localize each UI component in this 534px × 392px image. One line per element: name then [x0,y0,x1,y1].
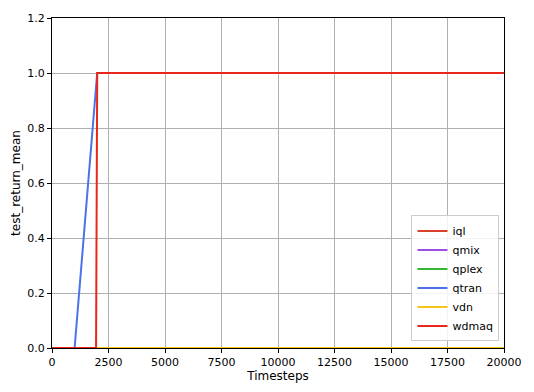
svg-text:vdn: vdn [452,301,472,314]
svg-text:0.6: 0.6 [27,177,45,190]
svg-text:7500: 7500 [208,356,236,369]
svg-text:Timesteps: Timesteps [246,369,309,383]
svg-text:qmix: qmix [452,244,480,257]
svg-text:test_return_mean: test_return_mean [9,130,23,236]
svg-text:qtran: qtran [452,282,482,295]
svg-text:20000: 20000 [487,356,522,369]
svg-text:0.8: 0.8 [27,122,45,135]
svg-text:0.0: 0.0 [27,342,45,355]
svg-text:iql: iql [452,225,465,238]
svg-text:12500: 12500 [317,356,352,369]
svg-text:1.2: 1.2 [27,12,45,25]
svg-text:0.2: 0.2 [27,287,45,300]
svg-text:wdmaq: wdmaq [452,320,492,333]
svg-text:0: 0 [49,356,56,369]
svg-text:5000: 5000 [151,356,179,369]
svg-text:10000: 10000 [261,356,296,369]
svg-text:qplex: qplex [452,263,483,276]
svg-text:15000: 15000 [374,356,409,369]
svg-text:17500: 17500 [430,356,465,369]
svg-text:0.4: 0.4 [27,232,45,245]
svg-text:1.0: 1.0 [27,67,45,80]
svg-text:2500: 2500 [95,356,123,369]
